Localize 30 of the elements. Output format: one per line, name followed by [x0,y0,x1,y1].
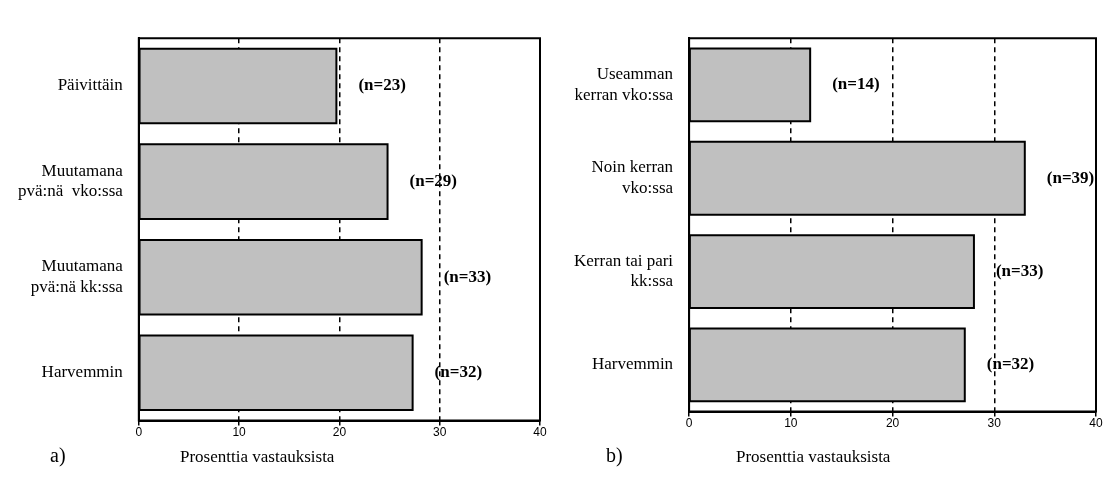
x-tick-label: 40 [533,425,547,440]
y-tick-label: Harvemmin [41,362,124,382]
x-tick-label: 40 [1089,416,1103,431]
y-tick-label: Muutamana pvä:nä vko:ssa [17,160,124,201]
y-tick-label: Muutamana pvä:nä kk:ssa [30,256,124,296]
x-tick-label: 10 [784,416,798,431]
x-tick-label: 30 [987,416,1002,431]
annotation: (n=33) [995,260,1044,280]
x-tick-label: 20 [332,425,347,440]
annotation: (n=39) [1046,167,1095,187]
text: a) [50,444,66,467]
annotation: (n=33) [443,266,492,286]
annotation: (n=32) [986,354,1035,374]
x-tick-label: 20 [885,416,900,431]
y-tick-label: Päivittäin [57,75,124,95]
y-tick-label: Kerran tai pari kk:ssa [573,250,674,291]
annotation: (n=32) [434,362,483,382]
annotation: (n=14) [832,74,880,94]
y-tick-label: Noin kerran vko:ssa [591,157,674,197]
annotation: (n=29) [409,170,458,190]
x-tick-label: 30 [433,425,447,440]
x-tick-label: 0 [135,425,143,440]
text: b) [606,444,623,467]
x-tick-label: 0 [685,416,693,431]
y-tick-label: Useamman kerran vko:ssa [574,64,674,104]
x-axis-title: Prosenttia vastauksista [736,447,891,467]
x-axis-title: Prosenttia vastauksista [180,447,335,467]
x-tick-label: 10 [232,425,247,440]
annotation: (n=23) [358,75,406,95]
y-tick-label: Harvemmin [591,354,674,374]
